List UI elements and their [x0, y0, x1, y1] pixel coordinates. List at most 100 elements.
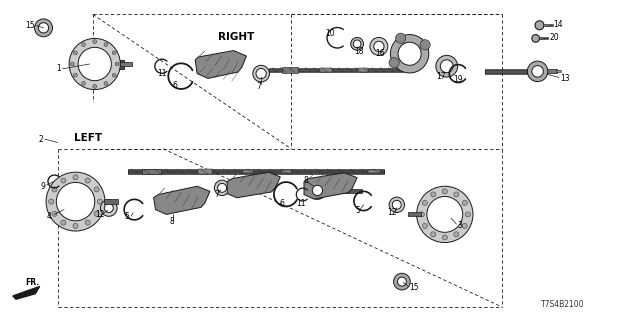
Ellipse shape — [94, 211, 99, 216]
Ellipse shape — [115, 62, 119, 66]
Ellipse shape — [527, 61, 548, 82]
Ellipse shape — [93, 84, 97, 88]
Bar — [485, 70, 527, 73]
Ellipse shape — [104, 204, 113, 212]
Text: 4: 4 — [47, 212, 52, 221]
Bar — [282, 67, 298, 73]
Text: 8: 8 — [304, 176, 308, 185]
Bar — [547, 69, 557, 73]
Text: 19: 19 — [453, 75, 463, 84]
Ellipse shape — [397, 277, 406, 286]
Ellipse shape — [49, 199, 54, 204]
Text: 9: 9 — [40, 182, 45, 191]
Ellipse shape — [532, 35, 540, 42]
Ellipse shape — [82, 43, 86, 46]
Ellipse shape — [398, 42, 421, 65]
Ellipse shape — [52, 187, 57, 192]
Ellipse shape — [81, 82, 86, 85]
Text: 8: 8 — [170, 217, 174, 226]
Ellipse shape — [52, 211, 57, 216]
Polygon shape — [227, 172, 280, 198]
Ellipse shape — [74, 73, 77, 77]
Text: 12: 12 — [95, 210, 104, 219]
Ellipse shape — [442, 189, 447, 194]
Ellipse shape — [69, 195, 82, 208]
Ellipse shape — [465, 212, 470, 217]
Ellipse shape — [439, 209, 451, 220]
Ellipse shape — [389, 58, 399, 68]
Text: 18: 18 — [354, 47, 364, 56]
Ellipse shape — [38, 23, 49, 33]
Text: 3: 3 — [458, 221, 463, 230]
Ellipse shape — [70, 62, 74, 66]
Text: 5: 5 — [355, 206, 360, 215]
Bar — [269, 69, 403, 71]
Bar — [326, 189, 362, 193]
Ellipse shape — [442, 235, 447, 240]
Ellipse shape — [256, 68, 266, 79]
Ellipse shape — [417, 186, 473, 243]
Bar — [556, 70, 561, 72]
Text: 11: 11 — [296, 199, 306, 208]
Bar — [104, 199, 118, 204]
Ellipse shape — [73, 223, 78, 228]
Ellipse shape — [392, 200, 401, 209]
Polygon shape — [195, 51, 246, 78]
Ellipse shape — [94, 187, 99, 192]
Text: 20: 20 — [549, 33, 559, 42]
Bar — [99, 60, 124, 69]
Polygon shape — [13, 286, 40, 299]
Ellipse shape — [353, 40, 361, 48]
Ellipse shape — [61, 178, 66, 183]
Ellipse shape — [433, 202, 457, 227]
Text: 5: 5 — [125, 212, 130, 221]
Ellipse shape — [534, 68, 541, 75]
Text: 7: 7 — [214, 190, 220, 199]
Ellipse shape — [462, 200, 467, 205]
Bar — [539, 37, 548, 39]
Ellipse shape — [83, 52, 106, 76]
Text: RIGHT: RIGHT — [218, 32, 254, 42]
Ellipse shape — [85, 178, 90, 183]
Ellipse shape — [63, 189, 88, 214]
Ellipse shape — [454, 192, 459, 197]
Ellipse shape — [69, 38, 120, 90]
Text: 15: 15 — [26, 21, 35, 30]
Ellipse shape — [422, 200, 428, 205]
Bar — [368, 170, 380, 173]
Ellipse shape — [112, 73, 116, 77]
Text: 13: 13 — [560, 74, 570, 83]
Text: 10: 10 — [325, 29, 335, 38]
Ellipse shape — [374, 41, 384, 52]
Ellipse shape — [56, 182, 95, 221]
Ellipse shape — [396, 33, 406, 44]
Text: 14: 14 — [554, 20, 563, 29]
Bar — [485, 69, 527, 74]
Ellipse shape — [431, 232, 436, 237]
Ellipse shape — [218, 183, 227, 192]
Bar — [142, 169, 161, 174]
Ellipse shape — [389, 197, 404, 212]
Ellipse shape — [351, 37, 364, 50]
Ellipse shape — [394, 273, 410, 290]
Ellipse shape — [420, 40, 430, 50]
Ellipse shape — [312, 185, 323, 196]
Bar — [128, 169, 384, 174]
Bar — [358, 68, 368, 72]
Text: 6: 6 — [279, 199, 284, 208]
Text: T7S4B2100: T7S4B2100 — [541, 300, 584, 309]
Ellipse shape — [104, 82, 108, 85]
Ellipse shape — [308, 181, 326, 199]
Ellipse shape — [402, 46, 417, 61]
Bar — [320, 68, 332, 72]
Ellipse shape — [73, 175, 78, 180]
Text: 17: 17 — [436, 72, 446, 81]
Ellipse shape — [535, 21, 544, 30]
Ellipse shape — [454, 232, 459, 237]
Ellipse shape — [419, 212, 424, 217]
Ellipse shape — [100, 200, 117, 216]
Ellipse shape — [112, 51, 116, 55]
Bar — [269, 68, 403, 72]
Ellipse shape — [61, 220, 66, 225]
Bar — [120, 62, 132, 66]
